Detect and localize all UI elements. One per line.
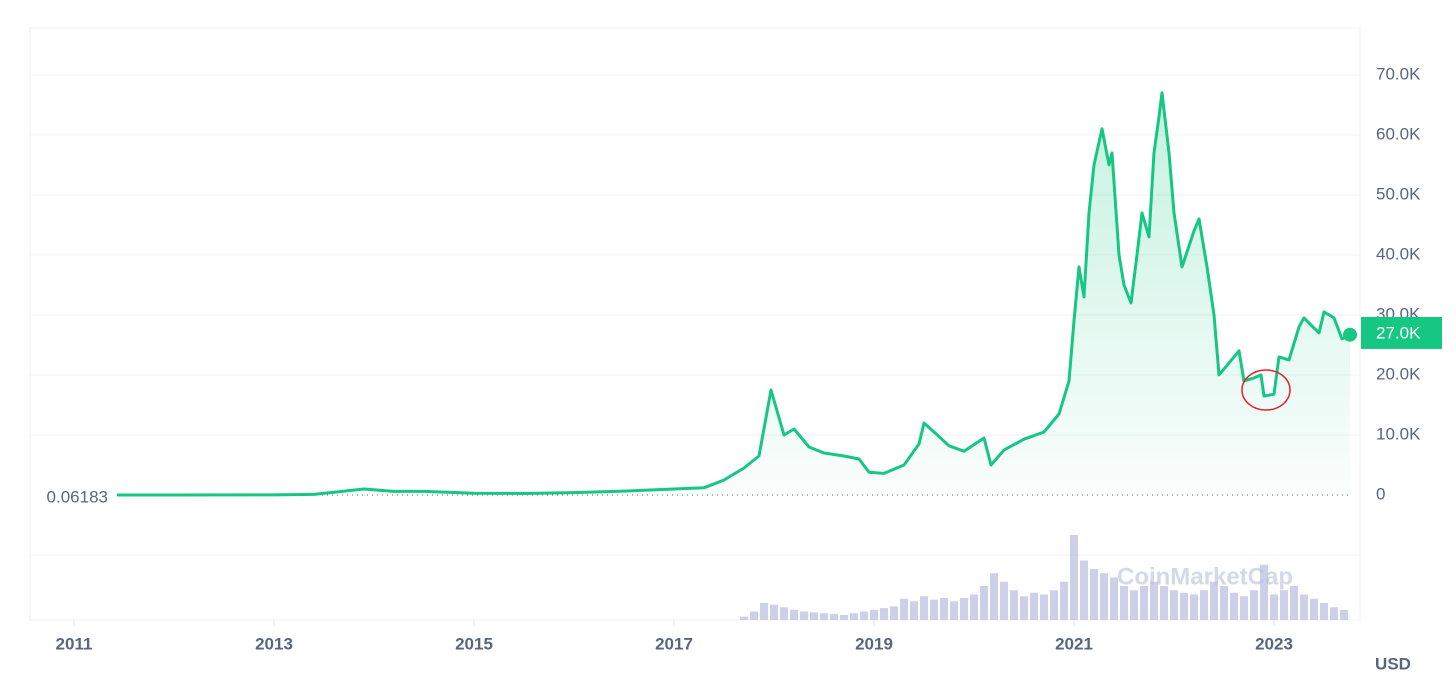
volume-bar	[1040, 594, 1048, 620]
x-tick-label: 2019	[855, 634, 893, 653]
volume-bar	[1150, 581, 1158, 620]
volume-bar	[1050, 590, 1058, 620]
plot-frame	[29, 27, 1361, 621]
volume-bar	[870, 609, 878, 620]
x-tick-label: 2023	[1255, 634, 1293, 653]
volume-bar	[1000, 581, 1008, 620]
volume-bar	[1010, 590, 1018, 620]
volume-bar	[1290, 586, 1298, 620]
volume-bar	[990, 573, 998, 620]
y-tick-label: 40.0K	[1376, 244, 1421, 263]
volume-bar	[1210, 581, 1218, 620]
volume-bar	[1310, 598, 1318, 620]
volume-bar	[880, 608, 888, 620]
volume-bar	[950, 601, 958, 620]
volume-bar	[780, 607, 788, 620]
volume-bar	[1300, 594, 1308, 620]
volume-bar	[800, 611, 808, 620]
y-tick-label: 0	[1376, 484, 1385, 503]
volume-bar	[1230, 592, 1238, 620]
volume-bar	[770, 604, 778, 620]
volume-bar	[1250, 590, 1258, 620]
x-tick-label: 2011	[56, 634, 93, 653]
volume-bar	[760, 603, 768, 620]
volume-bar	[1020, 596, 1028, 620]
volume-bar	[1180, 592, 1188, 620]
x-tick-label: 2013	[255, 634, 293, 653]
area	[117, 92, 1350, 496]
volume-bar	[1280, 590, 1288, 620]
volume-bar	[980, 586, 988, 620]
volume-bar	[1120, 586, 1128, 620]
volume-bar	[1160, 586, 1168, 620]
volume-bar	[820, 613, 828, 620]
volume-bar	[1070, 535, 1078, 620]
volume-bar	[1200, 590, 1208, 620]
volume-bar	[840, 614, 848, 620]
volume-bar	[830, 614, 838, 620]
y-tick-label: 10.0K	[1376, 424, 1421, 443]
last-value-label: 27.0K	[1376, 323, 1421, 342]
volume-bar	[1140, 586, 1148, 620]
x-tick-label: 2021	[1055, 634, 1093, 653]
volume-bar	[910, 601, 918, 620]
volume-bar	[750, 611, 758, 620]
volume-bar	[920, 596, 928, 620]
last-point	[1343, 327, 1357, 342]
volume-bar	[860, 611, 868, 620]
volume-bar	[1090, 569, 1098, 620]
volume-bar	[1130, 590, 1138, 620]
y-tick-label: 70.0K	[1376, 64, 1421, 83]
volume-bar	[1220, 586, 1228, 620]
volume-bar	[1320, 603, 1328, 620]
volume-bar	[1340, 609, 1348, 620]
unit-label: USD	[1375, 654, 1411, 673]
volume-bar	[1330, 607, 1338, 620]
volume-bar	[900, 598, 908, 620]
volume-bar	[1100, 573, 1108, 620]
x-tick-label: 2017	[655, 634, 693, 653]
volume-bar	[940, 597, 948, 620]
volume-bar	[1190, 594, 1198, 620]
volume-bar	[970, 594, 978, 620]
volume-bar	[1240, 596, 1248, 620]
volume-bar	[1110, 577, 1118, 620]
last-value-badge	[1361, 316, 1442, 349]
volume-bar	[1260, 564, 1268, 620]
volume-bar	[1270, 594, 1278, 620]
volume-bar	[1080, 560, 1088, 620]
volume-bar	[1030, 592, 1038, 620]
volume-bar	[810, 612, 818, 620]
volume-bar	[850, 613, 858, 620]
volume-bar	[740, 616, 748, 620]
volume-bar	[1060, 581, 1068, 620]
volume-bar	[930, 599, 938, 620]
y-tick-label: 20.0K	[1376, 364, 1421, 383]
volume-bar	[790, 609, 798, 620]
volume-bar	[890, 606, 898, 620]
highlight-circle	[1241, 369, 1291, 411]
volume-bar	[1170, 590, 1178, 620]
y-tick-label: 60.0K	[1376, 124, 1421, 143]
volume-bar	[960, 597, 968, 620]
y-tick-label: 50.0K	[1376, 184, 1421, 203]
start-value-label: 0.06183	[47, 487, 108, 506]
x-tick-label: 2015	[455, 634, 493, 653]
